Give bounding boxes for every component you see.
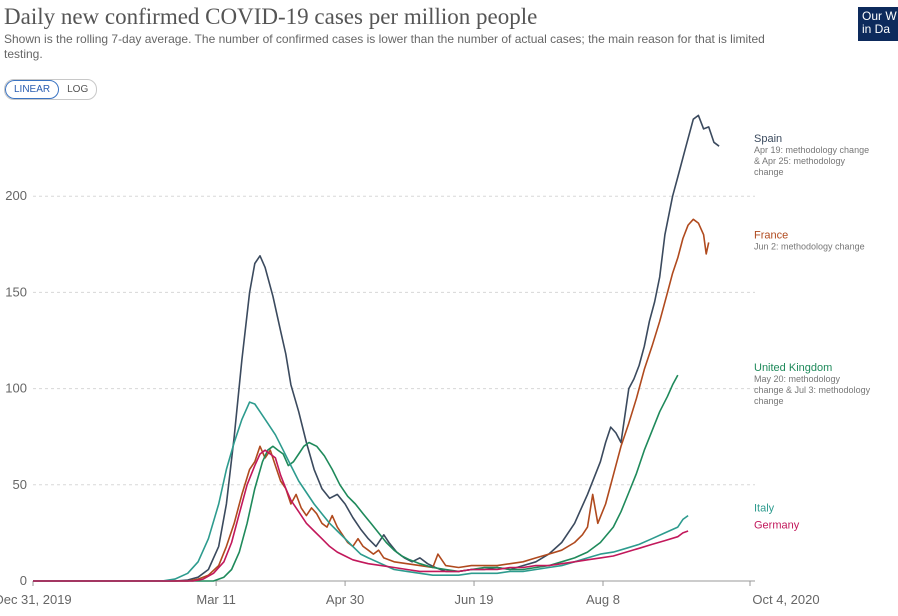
legend-label-italy: Italy <box>754 503 775 515</box>
our-world-in-data-logo[interactable]: Our W in Da <box>858 7 898 41</box>
legend-label-united-kingdom: United Kingdom <box>754 362 832 374</box>
annotation-france-0: Jun 2: methodology change <box>754 241 865 251</box>
logo-line-2: in Da <box>862 22 891 36</box>
annotation-united-kingdom-0: May 20: methodology <box>754 374 841 384</box>
y-tick-label-50: 50 <box>13 477 27 492</box>
x-tick-label-0: Dec 31, 2019 <box>0 592 72 607</box>
chart-subtitle: Shown is the rolling 7-day average. The … <box>4 32 765 61</box>
series-line-france <box>33 218 710 582</box>
series-line-spain <box>33 114 720 582</box>
page-title: Daily new confirmed COVID-19 cases per m… <box>4 4 538 29</box>
x-tick-label-2: Apr 30 <box>326 592 364 607</box>
x-tick-label-4: Aug 8 <box>586 592 620 607</box>
annotation-united-kingdom-2: change <box>754 396 784 406</box>
series-line-united-kingdom <box>33 374 679 582</box>
series-line-italy <box>33 401 689 582</box>
annotation-united-kingdom-1: change & Jul 3: methodology <box>754 385 871 395</box>
legend-label-spain: Spain <box>754 133 782 145</box>
legend-label-france: France <box>754 229 788 241</box>
x-tick-label-5: Oct 4, 2020 <box>752 592 819 607</box>
log-scale-button[interactable]: LOG <box>67 84 89 95</box>
series-line-germany <box>33 449 689 582</box>
x-tick-label-1: Mar 11 <box>196 592 236 607</box>
annotation-spain-1: & Apr 25: methodology <box>754 156 846 166</box>
y-tick-label-200: 200 <box>5 188 27 203</box>
annotation-spain-2: change <box>754 167 784 177</box>
legend-label-germany: Germany <box>754 520 800 532</box>
logo-line-1: Our W <box>862 9 897 23</box>
x-tick-label-3: Jun 19 <box>455 592 494 607</box>
linear-scale-button[interactable]: LINEAR <box>5 80 60 99</box>
scale-toggle: LINEAR LOG <box>4 79 98 100</box>
y-tick-label-150: 150 <box>5 284 27 299</box>
y-tick-label-0: 0 <box>20 573 27 588</box>
y-tick-label-100: 100 <box>5 381 27 396</box>
annotation-spain-0: Apr 19: methodology change <box>754 145 869 155</box>
